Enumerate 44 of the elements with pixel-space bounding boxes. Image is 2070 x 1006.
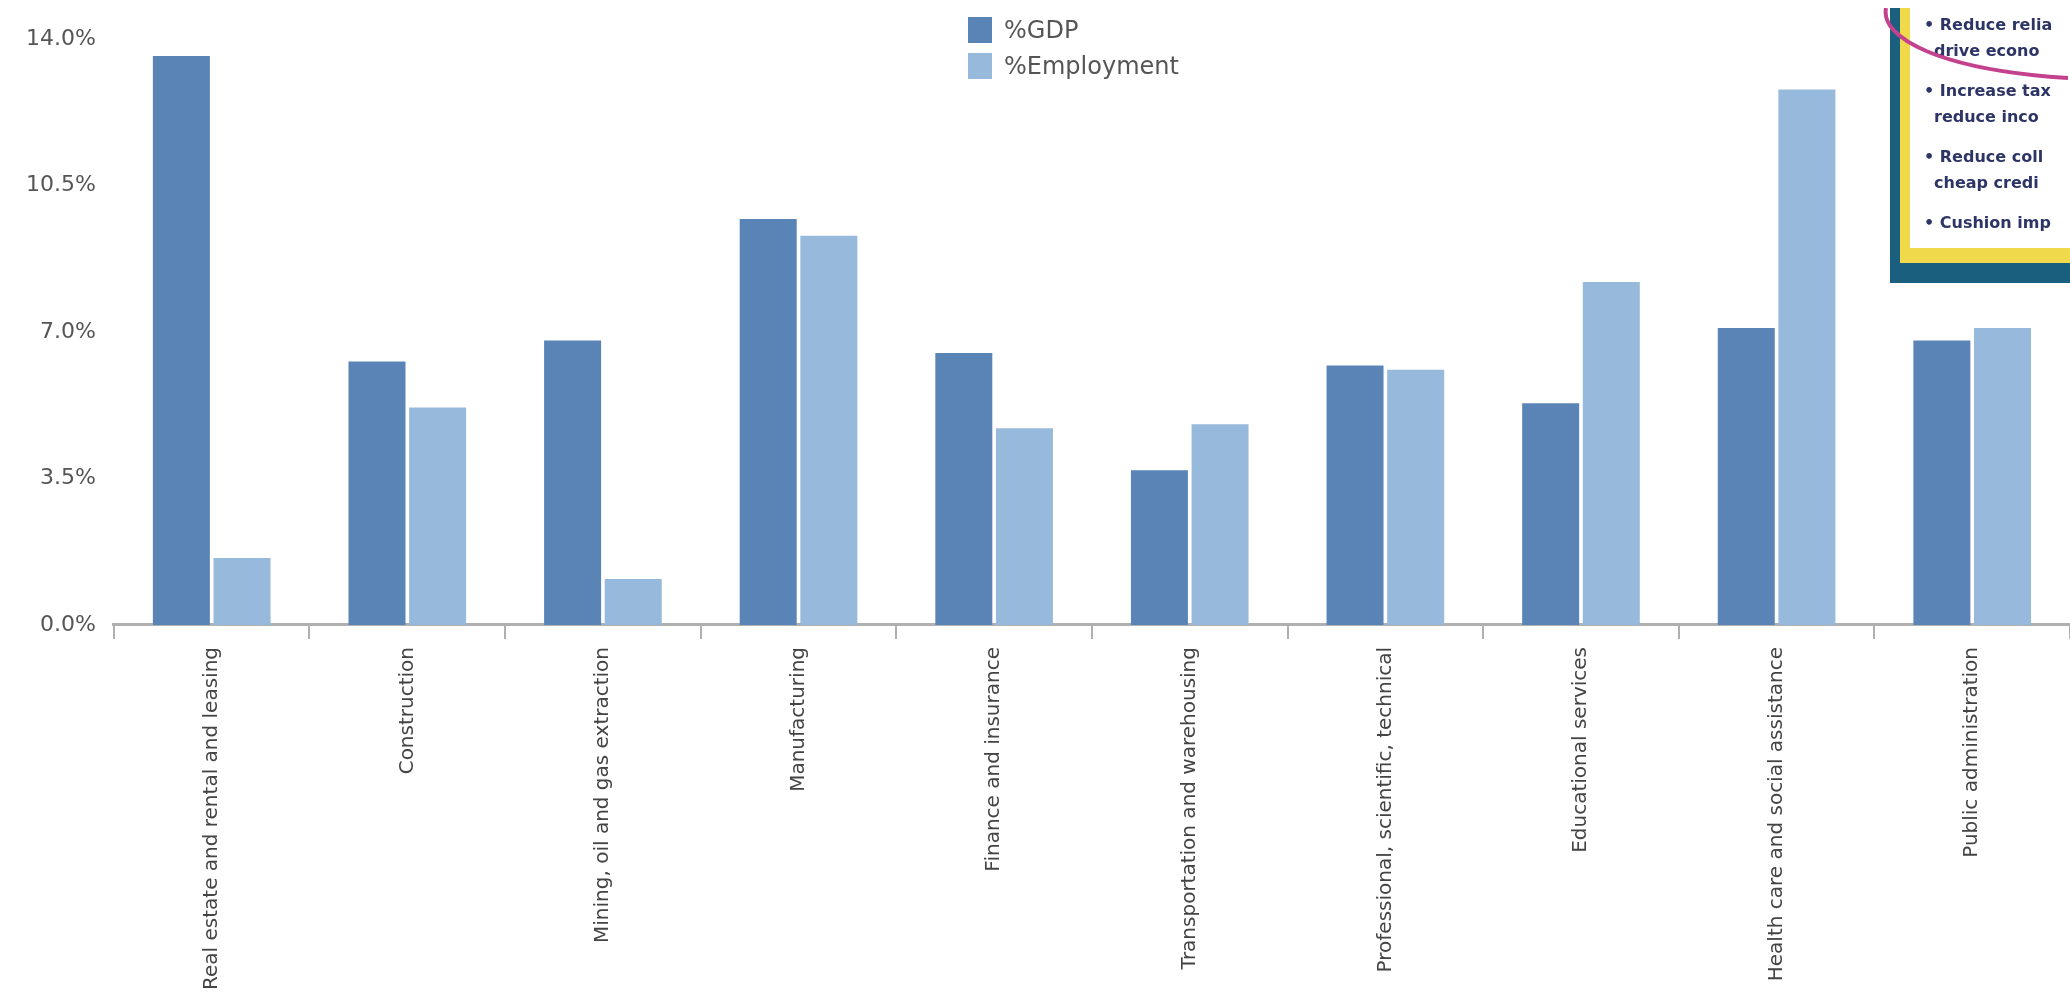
legend-label: %Employment xyxy=(1004,52,1179,80)
annotation: • Reduce coll xyxy=(1924,146,2045,168)
annotation: • Cushion imp xyxy=(1924,212,2052,234)
legend-label: %GDP xyxy=(1004,16,1079,44)
y-tick-label: 10.5% xyxy=(26,171,96,197)
x-tick-label: Construction xyxy=(393,646,418,775)
x-tick-label: Manufacturing xyxy=(784,646,809,792)
bar xyxy=(1191,424,1249,625)
annotation: • Increase tax xyxy=(1924,80,2052,102)
annotation: cheap credi xyxy=(1933,172,2040,194)
x-tick-label: Professional, scientific, technical xyxy=(1371,646,1396,973)
bar xyxy=(1974,327,2032,625)
bar xyxy=(800,235,858,625)
y-tick-label: 7.0% xyxy=(39,317,96,343)
bar xyxy=(1522,403,1580,625)
bar xyxy=(1130,470,1188,625)
bar xyxy=(544,340,602,625)
bar xyxy=(1913,340,1971,625)
bar xyxy=(1582,281,1640,625)
bar xyxy=(1778,89,1836,625)
bar xyxy=(1717,327,1775,625)
bar xyxy=(213,558,271,625)
bar xyxy=(409,407,467,625)
annotation: reduce inco xyxy=(1933,106,2040,128)
y-tick-label: 0.0% xyxy=(39,610,96,636)
x-tick-label: Educational services xyxy=(1567,646,1592,853)
x-tick-label: Public administration xyxy=(1958,646,1983,858)
bar xyxy=(1326,365,1384,625)
bar xyxy=(995,428,1053,625)
bar xyxy=(1387,369,1445,625)
x-tick-label: Health care and social assistance xyxy=(1762,646,1787,982)
annotation: drive econo xyxy=(1933,40,2041,62)
y-tick-label: 3.5% xyxy=(39,464,96,490)
bar xyxy=(935,353,993,625)
x-tick-label: Transportation and warehousing xyxy=(1175,646,1200,971)
x-tick-label: Real estate and rental and leasing xyxy=(197,646,222,991)
bar xyxy=(152,55,210,625)
y-tick-label: 14.0% xyxy=(26,24,96,50)
x-tick-label: Mining, oil and gas extraction xyxy=(589,646,614,943)
x-tick-label: Finance and insurance xyxy=(980,646,1005,872)
bar xyxy=(348,361,406,625)
bar xyxy=(604,578,662,625)
text: • Reduce relia xyxy=(1924,14,2053,36)
bar xyxy=(739,219,797,625)
